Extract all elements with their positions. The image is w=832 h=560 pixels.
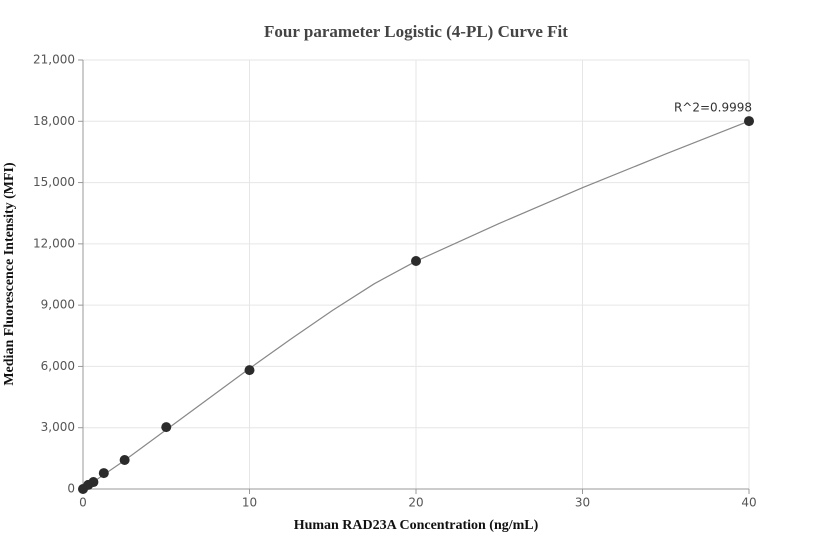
point bbox=[98, 468, 109, 479]
y-tick-label: 3,000 bbox=[41, 420, 75, 434]
chart-title: Four parameter Logistic (4-PL) Curve Fit bbox=[264, 22, 568, 41]
y-axis-label: Median Fluorescence Intensity (MFI) bbox=[2, 162, 17, 386]
x-tick-label: 20 bbox=[408, 496, 423, 510]
x-tick-label: 0 bbox=[79, 496, 87, 510]
y-tick-label: 18,000 bbox=[33, 114, 75, 128]
y-tick-label: 0 bbox=[67, 482, 75, 496]
point bbox=[88, 477, 99, 488]
x-tick-label: 40 bbox=[741, 496, 756, 510]
point bbox=[411, 256, 421, 267]
point bbox=[744, 116, 754, 127]
point bbox=[119, 454, 130, 465]
x-axis-label: Human RAD23A Concentration (ng/mL) bbox=[294, 518, 539, 533]
y-tick-label: 6,000 bbox=[41, 359, 75, 373]
point bbox=[244, 365, 255, 376]
y-tick-label: 9,000 bbox=[41, 298, 75, 312]
x-tick-label: 30 bbox=[575, 496, 590, 510]
y-tick-label: 12,000 bbox=[33, 236, 75, 250]
point bbox=[161, 422, 172, 433]
y-tick-label: 15,000 bbox=[33, 175, 75, 189]
x-tick-label: 10 bbox=[242, 496, 257, 510]
fit-curve bbox=[82, 120, 750, 490]
y-tick-label: 21,000 bbox=[33, 53, 75, 67]
annotation: R^2=0.9998 bbox=[674, 101, 752, 115]
